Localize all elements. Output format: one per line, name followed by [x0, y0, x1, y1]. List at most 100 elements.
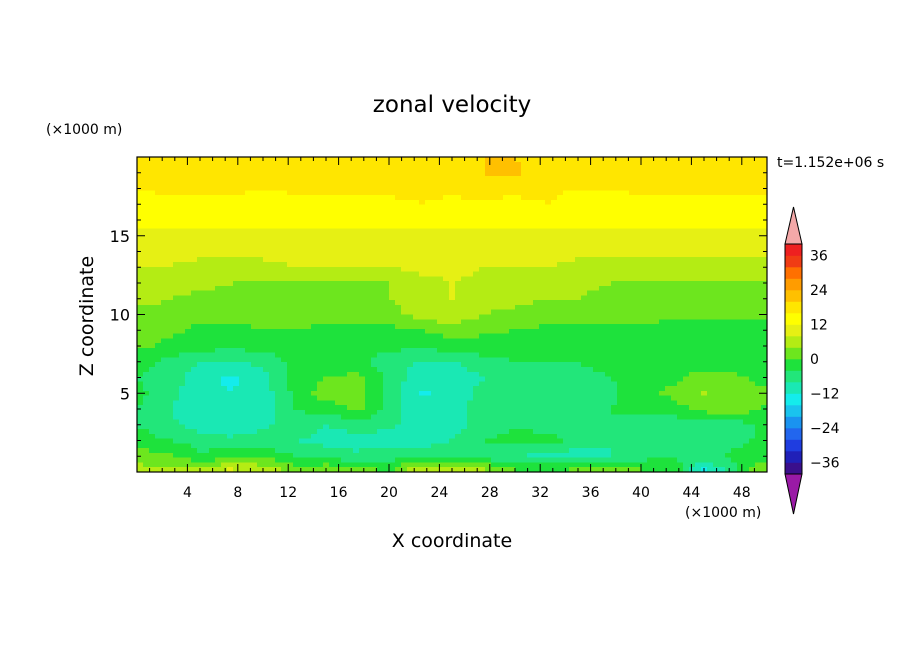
field-cell	[701, 257, 708, 263]
field-cell	[191, 285, 198, 292]
field-cell	[377, 352, 384, 359]
field-cell	[593, 219, 600, 225]
field-cell	[533, 324, 540, 330]
field-cell	[323, 214, 330, 220]
field-cell	[593, 319, 600, 325]
field-cell	[719, 157, 726, 163]
field-cell	[401, 304, 408, 311]
field-cell	[719, 223, 726, 230]
field-cell	[203, 376, 210, 382]
field-cell	[491, 266, 498, 273]
field-cell	[215, 238, 222, 244]
field-cell	[461, 223, 468, 230]
field-cell	[347, 309, 354, 316]
field-cell	[683, 180, 690, 187]
field-cell	[287, 166, 294, 172]
field-cell	[299, 161, 306, 168]
field-cell	[761, 214, 768, 220]
field-cell	[509, 242, 516, 249]
field-cell	[149, 157, 156, 163]
field-cell	[227, 233, 234, 239]
field-cell	[581, 214, 588, 220]
field-cell	[539, 247, 546, 254]
field-cell	[251, 324, 258, 330]
field-cell	[149, 333, 156, 339]
field-cell	[737, 242, 744, 249]
field-cell	[695, 233, 702, 239]
field-cell	[479, 214, 486, 220]
field-cell	[743, 228, 750, 234]
field-cell	[539, 347, 546, 354]
field-cell	[749, 219, 756, 225]
field-cell	[563, 347, 570, 354]
field-cell	[359, 281, 366, 287]
field-cell	[227, 209, 234, 215]
field-cell	[305, 304, 312, 311]
field-cell	[359, 252, 366, 258]
field-cell	[701, 352, 708, 359]
field-cell	[755, 199, 762, 206]
field-cell	[161, 290, 168, 297]
field-cell	[149, 376, 156, 382]
field-cell	[707, 228, 714, 234]
field-cell	[317, 338, 324, 344]
field-cell	[413, 242, 420, 249]
field-cell	[215, 324, 222, 330]
field-cell	[221, 367, 228, 373]
field-cell	[695, 304, 702, 311]
field-cell	[761, 352, 768, 359]
field-cell	[635, 195, 642, 201]
field-cell	[689, 281, 696, 287]
field-cell	[185, 300, 192, 306]
field-cell	[647, 199, 654, 206]
field-cell	[449, 300, 456, 306]
field-cell	[629, 371, 636, 378]
field-cell	[251, 343, 258, 349]
field-cell	[539, 176, 546, 182]
field-cell	[503, 285, 510, 292]
field-cell	[575, 176, 582, 182]
field-cell	[179, 328, 186, 335]
field-cell	[203, 214, 210, 220]
field-cell	[221, 285, 228, 292]
field-cell	[503, 223, 510, 230]
field-cell	[137, 347, 144, 354]
field-cell	[743, 376, 750, 382]
field-cell	[245, 157, 252, 163]
field-cell	[659, 195, 666, 201]
field-cell	[167, 328, 174, 335]
field-cell	[515, 343, 522, 349]
field-cell	[473, 166, 480, 172]
field-cell	[251, 257, 258, 263]
field-cell	[545, 252, 552, 258]
field-cell	[749, 190, 756, 196]
field-cell	[617, 324, 624, 330]
field-cell	[269, 219, 276, 225]
field-cell	[515, 362, 522, 368]
field-cell	[521, 271, 528, 277]
field-cell	[251, 276, 258, 282]
field-cell	[575, 242, 582, 249]
field-cell	[365, 209, 372, 215]
field-cell	[377, 324, 384, 330]
field-cell	[725, 185, 732, 192]
field-cell	[197, 352, 204, 359]
field-cell	[341, 324, 348, 330]
field-cell	[527, 371, 534, 378]
field-cell	[371, 257, 378, 263]
field-cell	[605, 319, 612, 325]
field-cell	[617, 214, 624, 220]
field-cell	[743, 247, 750, 254]
field-cell	[419, 381, 426, 387]
field-cell	[281, 185, 288, 192]
field-cell	[689, 166, 696, 172]
field-cell	[221, 199, 228, 206]
field-cell	[473, 161, 480, 168]
field-cell	[245, 314, 252, 320]
field-cell	[167, 347, 174, 354]
field-cell	[587, 376, 594, 382]
field-cell	[617, 319, 624, 325]
field-cell	[287, 281, 294, 287]
field-cell	[353, 295, 360, 301]
field-cell	[731, 247, 738, 254]
